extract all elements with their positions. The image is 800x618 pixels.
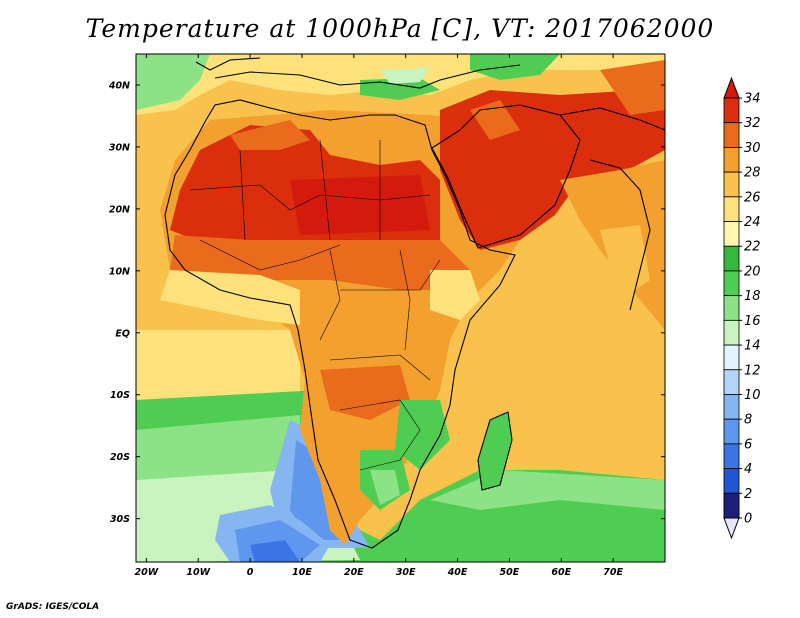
colorbar-swatch xyxy=(723,97,740,124)
colorbar-swatch xyxy=(723,418,740,445)
lon-label: 20W xyxy=(135,567,159,578)
lat-label: 30N xyxy=(109,142,130,153)
coastlines xyxy=(164,57,666,549)
colorbar-swatch xyxy=(723,245,740,272)
colorbar-swatch xyxy=(723,468,740,494)
colorbar-swatch xyxy=(723,147,740,173)
colorbar-label: 28 xyxy=(744,166,761,181)
lat-label: EQ xyxy=(115,328,130,339)
lon-label: 10W xyxy=(186,567,210,578)
colorbar-label: 30 xyxy=(744,141,761,156)
colorbar-label: 32 xyxy=(744,116,761,131)
latitude-labels: 40N 30N 20N 10N EQ 10S 20S 30S xyxy=(108,80,130,525)
colorbar-label: 10 xyxy=(744,388,761,403)
temperature-field xyxy=(136,54,665,562)
lon-label: 20E xyxy=(344,567,364,578)
lon-label: 0 xyxy=(247,567,254,578)
colorbar-label: 8 xyxy=(744,413,752,428)
colorbar-label: 0 xyxy=(744,512,752,527)
colorbar-bottom-triangle xyxy=(723,517,740,540)
colorbar-label: 14 xyxy=(744,339,761,354)
lon-label: 50E xyxy=(500,567,520,578)
lat-label: 30S xyxy=(110,514,130,525)
colorbar-top-triangle xyxy=(723,76,740,99)
colorbar-label: 20 xyxy=(744,264,761,279)
colorbar-swatch xyxy=(723,319,740,346)
colorbar-label: 2 xyxy=(744,487,752,502)
colorbar-label: 6 xyxy=(744,437,752,452)
axis-ticks xyxy=(136,54,665,562)
colorbar-label: 18 xyxy=(744,289,761,304)
colorbar-swatch xyxy=(723,369,740,395)
country-borders xyxy=(189,139,441,471)
lon-label: 30E xyxy=(396,567,416,578)
lon-label: 70E xyxy=(603,567,623,578)
colorbar-swatch xyxy=(723,196,740,222)
colorbar-swatch xyxy=(723,295,740,321)
lat-label: 20S xyxy=(110,452,130,463)
lon-label: 60E xyxy=(551,567,571,578)
colorbar-swatch xyxy=(723,122,740,148)
colorbar-swatch xyxy=(723,171,740,198)
colorbar-label: 26 xyxy=(744,190,761,205)
lon-label: 40E xyxy=(447,567,468,578)
colorbar-label: 34 xyxy=(744,92,761,107)
map-title: Temperature at 1000hPa [C], VT: 20170620… xyxy=(85,14,715,43)
credit-label: GrADS: IGES/COLA xyxy=(6,602,100,612)
colorbar-label: 24 xyxy=(744,215,761,230)
colorbar-label: 22 xyxy=(744,240,761,255)
lat-label: 40N xyxy=(108,80,130,91)
colorbar-swatch xyxy=(723,270,740,297)
colorbar-label: 16 xyxy=(744,314,761,329)
map-frame xyxy=(135,53,666,563)
lat-label: 10S xyxy=(110,390,130,401)
longitude-labels: 20W 10W 0 10E 20E 30E 40E 50E 60E 70E xyxy=(135,567,624,578)
lat-label: 20N xyxy=(109,204,130,215)
colorbar-swatch xyxy=(723,221,740,247)
colorbar-swatch xyxy=(723,344,740,371)
colorbar-label: 4 xyxy=(744,462,752,477)
lat-label: 10N xyxy=(109,266,130,277)
colorbar-swatch xyxy=(723,492,740,519)
colorbar-swatch xyxy=(723,443,740,469)
colorbar-label: 12 xyxy=(744,363,761,378)
colorbar-swatch xyxy=(723,394,740,420)
lon-label: 10E xyxy=(292,567,312,578)
